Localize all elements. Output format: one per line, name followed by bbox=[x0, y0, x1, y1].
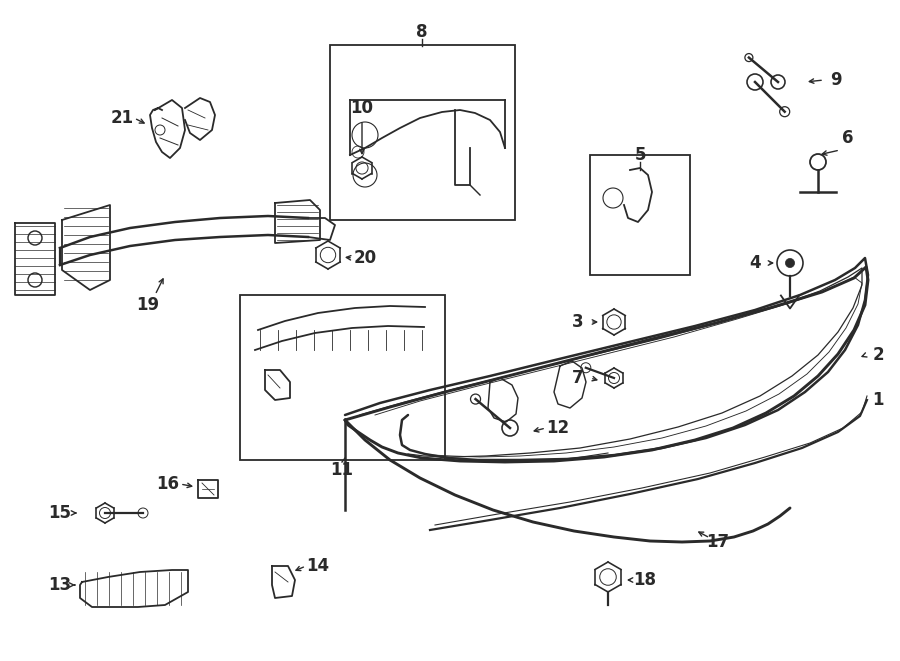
Circle shape bbox=[747, 74, 763, 90]
Circle shape bbox=[471, 394, 481, 404]
Bar bbox=[240, 295, 445, 460]
Circle shape bbox=[745, 54, 753, 61]
Text: 4: 4 bbox=[749, 254, 760, 272]
Circle shape bbox=[771, 75, 785, 89]
Text: 7: 7 bbox=[572, 369, 584, 387]
Text: 17: 17 bbox=[706, 533, 730, 551]
Bar bbox=[590, 155, 690, 275]
Text: 14: 14 bbox=[306, 557, 329, 575]
Text: 3: 3 bbox=[572, 313, 584, 331]
Text: 15: 15 bbox=[49, 504, 71, 522]
Text: 21: 21 bbox=[111, 109, 133, 127]
Circle shape bbox=[138, 508, 148, 518]
Text: 19: 19 bbox=[137, 296, 159, 314]
Text: 16: 16 bbox=[157, 475, 179, 493]
Text: 18: 18 bbox=[634, 571, 656, 589]
Circle shape bbox=[810, 154, 826, 170]
Text: 13: 13 bbox=[49, 576, 72, 594]
Text: 8: 8 bbox=[416, 23, 428, 41]
Circle shape bbox=[580, 363, 590, 373]
Text: 1: 1 bbox=[872, 391, 884, 409]
Text: 12: 12 bbox=[546, 419, 570, 437]
Text: 20: 20 bbox=[354, 249, 376, 267]
Text: 10: 10 bbox=[350, 99, 374, 117]
Circle shape bbox=[779, 106, 789, 117]
Text: 11: 11 bbox=[330, 461, 354, 479]
Bar bbox=[330, 45, 515, 220]
Text: 5: 5 bbox=[634, 146, 646, 164]
Circle shape bbox=[786, 258, 795, 268]
Text: 2: 2 bbox=[872, 346, 884, 364]
Text: 6: 6 bbox=[842, 129, 854, 147]
Text: 9: 9 bbox=[830, 71, 842, 89]
Circle shape bbox=[502, 420, 518, 436]
